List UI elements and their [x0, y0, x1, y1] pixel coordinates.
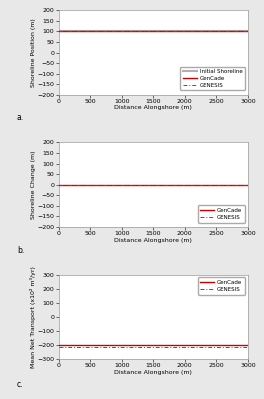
X-axis label: Distance Alongshore (m): Distance Alongshore (m): [114, 237, 192, 243]
X-axis label: Distance Alongshore (m): Distance Alongshore (m): [114, 105, 192, 111]
Text: c.: c.: [17, 380, 23, 389]
Text: a.: a.: [17, 113, 24, 122]
Y-axis label: Shoreline Change (m): Shoreline Change (m): [31, 150, 36, 219]
Legend: GenCade, GENESIS: GenCade, GENESIS: [198, 277, 245, 294]
X-axis label: Distance Alongshore (m): Distance Alongshore (m): [114, 369, 192, 375]
Text: b.: b.: [17, 245, 24, 255]
Y-axis label: Mean Net Transport (x10² m³/yr): Mean Net Transport (x10² m³/yr): [30, 266, 36, 368]
Legend: Initial Shoreline, GenCade, GENESIS: Initial Shoreline, GenCade, GENESIS: [180, 67, 245, 91]
Legend: GenCade, GENESIS: GenCade, GENESIS: [198, 205, 245, 223]
Y-axis label: Shoreline Position (m): Shoreline Position (m): [31, 18, 36, 87]
